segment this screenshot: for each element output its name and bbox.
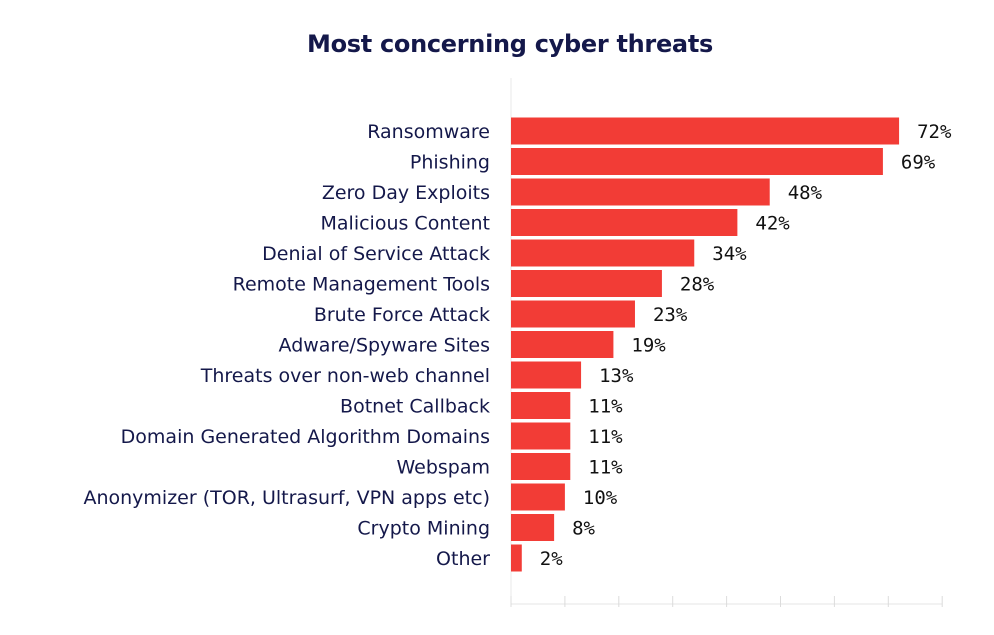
bar <box>511 392 571 419</box>
category-label: Ransomware <box>367 121 490 143</box>
data-label: 11% <box>588 396 623 418</box>
category-label: Malicious Content <box>321 213 491 235</box>
bar <box>511 544 522 572</box>
data-label: 34% <box>712 243 747 265</box>
bar <box>511 331 614 358</box>
bar <box>511 453 571 480</box>
category-label: Domain Generated Algorithm Domains <box>121 426 490 448</box>
data-label: 48% <box>788 182 823 204</box>
bar <box>511 483 565 511</box>
category-label: Remote Management Tools <box>233 274 490 296</box>
bar <box>511 239 695 267</box>
category-label: Zero Day Exploits <box>322 182 490 204</box>
category-label: Threats over non-web channel <box>200 365 490 387</box>
category-label: Anonymizer (TOR, Ultrasurf, VPN apps etc… <box>83 487 490 509</box>
bar <box>511 178 770 206</box>
category-label: Adware/Spyware Sites <box>279 335 490 357</box>
category-label: Webspam <box>396 457 490 479</box>
bar <box>511 148 883 175</box>
bar <box>511 117 900 145</box>
bar <box>511 361 582 389</box>
data-label: 69% <box>901 152 936 174</box>
bar <box>511 514 555 541</box>
data-label: 13% <box>599 365 634 387</box>
data-label: 72% <box>917 121 952 143</box>
data-label: 23% <box>653 304 688 326</box>
category-label: Botnet Callback <box>340 396 490 418</box>
bar <box>511 300 635 328</box>
data-label: 11% <box>588 457 623 479</box>
bar <box>511 422 571 450</box>
category-label: Other <box>436 548 490 570</box>
category-label: Brute Force Attack <box>314 304 490 326</box>
data-label: 2% <box>540 548 563 570</box>
data-label: 10% <box>583 487 618 509</box>
data-label: 42% <box>755 213 790 235</box>
category-label: Denial of Service Attack <box>262 243 490 265</box>
category-label: Phishing <box>410 152 490 174</box>
data-label: 11% <box>588 426 623 448</box>
category-label: Crypto Mining <box>357 518 490 540</box>
bar <box>511 209 738 236</box>
data-label: 19% <box>631 335 666 357</box>
data-label: 28% <box>680 274 715 296</box>
chart-title: Most concerning cyber threats <box>306 30 713 58</box>
bar <box>511 270 662 297</box>
data-label: 8% <box>572 518 595 540</box>
